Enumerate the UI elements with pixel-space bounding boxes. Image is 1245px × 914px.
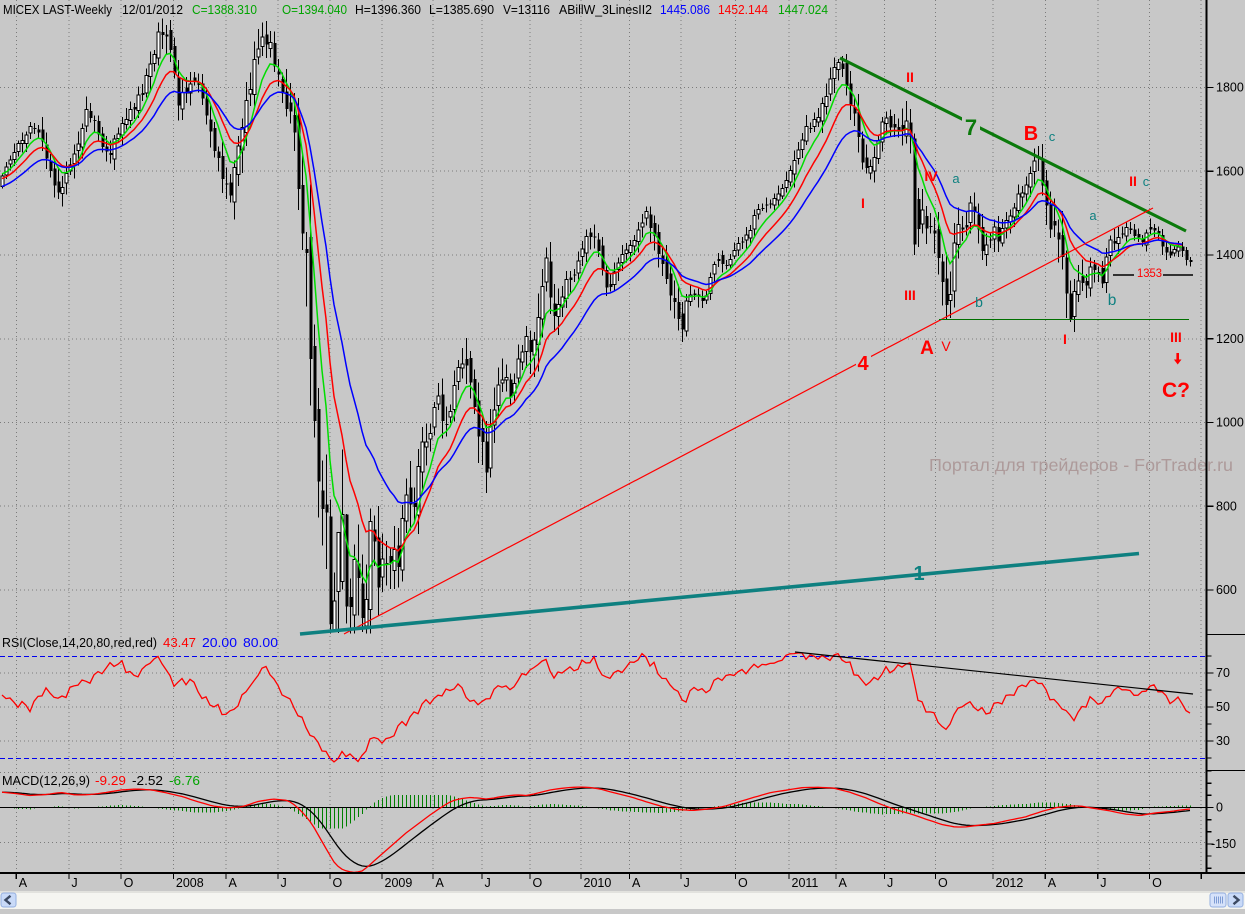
svg-text:A: A [839,876,848,890]
svg-text:70: 70 [1216,666,1230,680]
svg-text:O=1394.040: O=1394.040 [282,2,347,17]
svg-text:1353: 1353 [1137,268,1162,280]
svg-text:IV: IV [924,168,938,184]
svg-text:-150: -150 [1211,837,1236,851]
svg-text:ABillW_3LinesII2: ABillW_3LinesII2 [559,2,652,17]
svg-text:43.47: 43.47 [163,635,196,650]
svg-text:1447.024: 1447.024 [778,2,828,17]
svg-text:II: II [1129,173,1137,189]
svg-text:J: J [485,876,491,890]
svg-text:4: 4 [857,353,869,375]
svg-text:-2.52: -2.52 [132,773,163,788]
svg-text:12/01/2012: 12/01/2012 [122,2,183,17]
svg-text:b: b [1108,292,1117,309]
svg-text:III: III [904,287,916,303]
svg-text:1: 1 [913,563,924,585]
svg-text:O: O [333,876,343,890]
svg-text:a: a [1089,208,1097,223]
svg-text:II: II [906,69,914,85]
svg-text:a: a [952,171,960,186]
svg-text:A: A [436,876,445,890]
svg-text:A: A [1048,876,1057,890]
svg-text:Портал для трейдеров - ForTrad: Портал для трейдеров - ForTrader.ru [929,455,1233,475]
svg-text:I: I [861,195,865,211]
svg-text:1600: 1600 [1216,164,1244,178]
svg-text:20.00: 20.00 [202,635,237,650]
svg-text:RSI(Close,14,20,80,red,red): RSI(Close,14,20,80,red,red) [2,635,157,650]
svg-text:A: A [632,876,641,890]
svg-text:1000: 1000 [1216,416,1244,430]
svg-text:30: 30 [1216,734,1230,748]
svg-text:A: A [920,338,934,359]
svg-text:A: A [19,876,28,890]
svg-text:J: J [71,876,77,890]
svg-text:2012: 2012 [996,876,1024,890]
svg-text:L=1385.690: L=1385.690 [429,2,494,17]
svg-text:1445.086: 1445.086 [660,2,710,17]
svg-text:2011: 2011 [792,876,819,890]
svg-text:1800: 1800 [1216,81,1244,95]
svg-text:c: c [1049,129,1056,144]
svg-text:1200: 1200 [1216,332,1244,346]
svg-text:V: V [941,338,951,354]
svg-text:2010: 2010 [584,876,612,890]
svg-text:c: c [1143,174,1150,189]
svg-text:b: b [975,294,983,310]
svg-text:I: I [1063,331,1067,347]
svg-text:J: J [1100,876,1106,890]
svg-text:C?: C? [1162,379,1190,402]
svg-text:J: J [887,876,893,890]
svg-text:B: B [1024,123,1038,145]
svg-text:C=1388.310: C=1388.310 [192,2,257,17]
svg-text:7: 7 [965,115,977,140]
svg-text:MICEX LAST-Weekly: MICEX LAST-Weekly [3,2,112,17]
svg-text:1452.144: 1452.144 [718,2,768,17]
svg-text:0: 0 [1216,801,1223,815]
svg-text:O: O [533,876,543,890]
svg-text:2008: 2008 [176,876,204,890]
svg-text:A: A [229,876,238,890]
svg-text:80.00: 80.00 [243,635,278,650]
svg-text:J: J [281,876,287,890]
svg-text:2009: 2009 [385,876,413,890]
svg-text:-9.29: -9.29 [95,773,126,788]
svg-text:800: 800 [1216,499,1237,513]
svg-text:1400: 1400 [1216,248,1244,262]
svg-text:O: O [124,876,134,890]
svg-text:O: O [1152,876,1162,890]
svg-text:V=13116: V=13116 [503,2,550,17]
svg-text:III: III [1170,329,1182,345]
svg-text:H=1396.360: H=1396.360 [355,2,421,17]
svg-text:O: O [938,876,948,890]
svg-text:MACD(12,26,9): MACD(12,26,9) [2,773,90,788]
svg-text:-6.76: -6.76 [169,773,200,788]
svg-text:50: 50 [1216,700,1230,714]
svg-text:600: 600 [1216,583,1237,597]
svg-text:O: O [738,876,748,890]
svg-text:J: J [684,876,690,890]
